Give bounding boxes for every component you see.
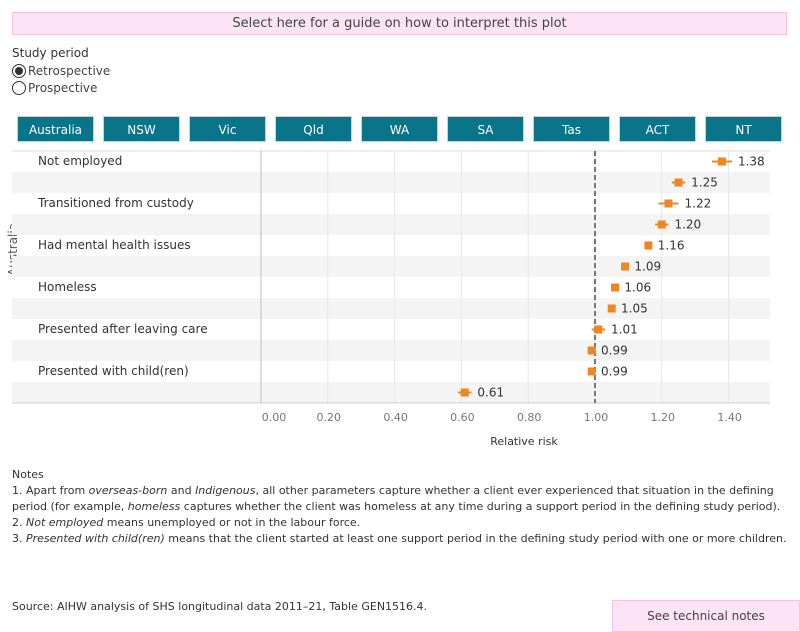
x-tick-label: 0.00 [262,411,287,424]
radio-selected-icon [12,64,26,78]
radio-retrospective[interactable]: Retrospective [12,64,110,78]
forest-plot: 0.00 0.20 0.40 0.60 0.80 1.00 1.20 1.40 1.38 1.25… [12,150,770,448]
row-label: Presented with child(ren) [38,364,189,378]
row-label: Had mental health issues [38,238,191,252]
data-label: 1.09 [634,260,661,274]
source-text: Source: AIHW analysis of SHS longitudina… [12,600,428,613]
data-label: 1.20 [674,218,701,232]
data-label: 0.61 [477,386,504,400]
data-point [657,220,666,229]
note-3: 3. Presented with child(ren) means that … [12,532,787,545]
row-band [12,256,770,277]
tab-act[interactable]: ACT [619,116,696,142]
x-tick-label: 1.00 [584,411,609,424]
row-label: Homeless [38,280,97,294]
tab-qld[interactable]: Qld [275,116,352,142]
radio-prospective[interactable]: Prospective [12,81,97,95]
tab-nt[interactable]: NT [705,116,782,142]
study-period-label: Study period [12,46,89,60]
row-band [12,214,770,235]
note-1: 1. Apart from overseas-born and Indigeno… [12,484,781,513]
data-label: 1.22 [685,197,712,211]
data-point [674,178,683,187]
note-2: 2. Not employed means unemployed or not … [12,516,361,529]
data-point [607,304,616,313]
row-band [12,382,770,403]
row-label: Transitioned from custody [38,196,194,210]
x-tick-label: 0.80 [517,411,542,424]
data-point [587,367,596,376]
notes: Notes 1. Apart from overseas-born and In… [12,467,792,547]
data-label: 1.38 [738,155,765,169]
x-tick-label: 0.60 [450,411,475,424]
x-tick-label: 1.40 [717,411,742,424]
tab-vic[interactable]: Vic [189,116,266,142]
data-label: 0.99 [601,344,628,358]
data-label: 1.25 [691,176,718,190]
row-band [12,340,770,361]
row-band [12,298,770,319]
data-label: 1.06 [624,281,651,295]
notes-title: Notes [12,468,44,481]
data-label: 0.99 [601,365,628,379]
tab-sa[interactable]: SA [447,116,524,142]
row-label: Not employed [38,154,123,168]
x-tick-label: 0.20 [317,411,342,424]
data-point [587,346,596,355]
x-axis-title: Relative risk [490,435,558,448]
interpretation-guide-button[interactable]: Select here for a guide on how to interp… [12,12,787,35]
data-label: 1.01 [611,323,638,337]
tab-nsw[interactable]: NSW [103,116,180,142]
technical-notes-button[interactable]: See technical notes [612,600,800,632]
tab-tas[interactable]: Tas [533,116,610,142]
row-band [12,172,770,193]
x-tick-label: 0.40 [383,411,408,424]
data-point [644,241,653,250]
data-point [664,199,673,208]
x-tick-label: 1.20 [651,411,676,424]
data-label: 1.16 [658,239,685,253]
data-point [717,157,726,166]
radio-label: Prospective [28,81,98,95]
data-label: 1.05 [621,302,648,316]
tab-australia[interactable]: Australia [17,116,94,142]
tab-wa[interactable]: WA [361,116,438,142]
data-point [594,325,603,334]
radio-unselected-icon [12,81,26,95]
data-point [611,283,620,292]
data-point [460,388,469,397]
row-label: Presented after leaving care [38,322,208,336]
data-point [621,262,630,271]
radio-label: Retrospective [28,64,111,78]
